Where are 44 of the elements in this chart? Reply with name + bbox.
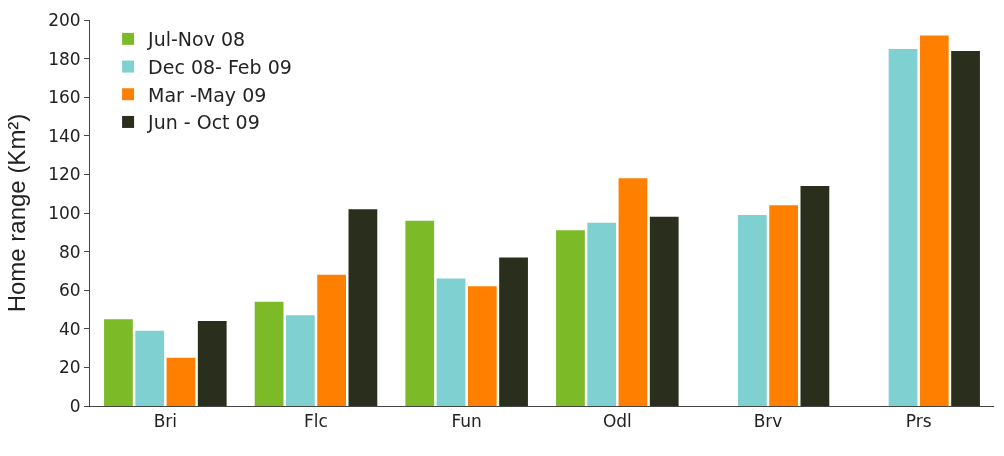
y-tick-label: 180 bbox=[48, 48, 81, 69]
bar bbox=[348, 209, 378, 406]
bar bbox=[317, 274, 347, 406]
y-tick-label: 0 bbox=[69, 395, 81, 416]
bar bbox=[135, 330, 165, 406]
y-tick-label: 160 bbox=[48, 87, 81, 108]
bar bbox=[197, 321, 227, 406]
x-tick-label: Fun bbox=[451, 411, 482, 432]
bar bbox=[587, 222, 617, 406]
y-tick-label: 40 bbox=[58, 318, 81, 339]
bar bbox=[104, 319, 133, 406]
bar bbox=[649, 216, 679, 406]
bar bbox=[769, 205, 799, 406]
legend-label: Mar -May 09 bbox=[148, 83, 267, 106]
bar bbox=[499, 257, 528, 406]
bar bbox=[888, 48, 918, 406]
bar bbox=[467, 286, 497, 406]
y-tick-label: 120 bbox=[48, 164, 81, 185]
bar bbox=[285, 315, 315, 406]
y-tick-label: 80 bbox=[58, 241, 81, 262]
y-tick-label: 200 bbox=[48, 9, 81, 30]
y-axis-title: Home range (Km²) bbox=[3, 113, 31, 313]
bar bbox=[951, 50, 980, 406]
legend-label: Jun - Oct 09 bbox=[147, 111, 260, 134]
y-tick-label: 20 bbox=[58, 357, 81, 378]
bar bbox=[254, 301, 284, 406]
x-tick-label: Flc bbox=[304, 411, 328, 432]
bar bbox=[405, 220, 435, 406]
bar bbox=[800, 185, 830, 406]
x-tick-label: Bri bbox=[153, 411, 178, 432]
y-tick-label: 100 bbox=[48, 202, 81, 223]
x-tick-label: Odl bbox=[602, 411, 632, 432]
bar bbox=[919, 35, 949, 406]
bar bbox=[436, 278, 466, 406]
bar bbox=[737, 214, 767, 406]
x-tick-label: Brv bbox=[753, 411, 783, 432]
bar bbox=[556, 230, 585, 406]
bar bbox=[166, 357, 196, 406]
bar bbox=[618, 178, 648, 406]
y-tick-label: 140 bbox=[48, 125, 81, 146]
y-tick-label: 60 bbox=[58, 280, 81, 301]
legend-label: Dec 08- Feb 09 bbox=[148, 55, 292, 78]
legend-label: Jul-Nov 08 bbox=[147, 28, 246, 51]
x-tick-label: Prs bbox=[905, 411, 932, 432]
